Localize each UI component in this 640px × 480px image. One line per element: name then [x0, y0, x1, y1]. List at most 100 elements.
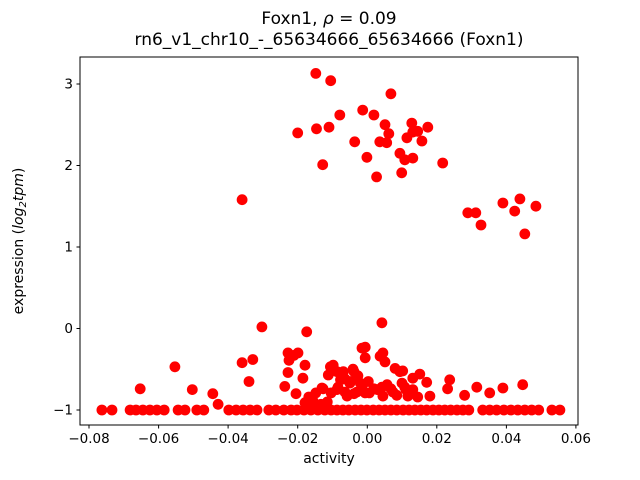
data-point	[412, 125, 424, 137]
data-point	[368, 109, 380, 121]
data-point	[179, 404, 191, 416]
data-point	[212, 398, 224, 410]
data-point	[345, 376, 356, 387]
data-point	[236, 194, 248, 206]
data-point	[371, 171, 382, 183]
data-point	[339, 386, 351, 398]
data-point	[322, 369, 334, 381]
data-point	[517, 379, 529, 391]
y-axis-label: expression (log2tpm)	[11, 168, 29, 315]
x-tick-label: 0.02	[422, 431, 452, 447]
data-point	[256, 321, 268, 333]
data-point	[379, 119, 391, 131]
data-point	[354, 377, 366, 389]
data-point	[470, 207, 482, 219]
data-point	[414, 368, 426, 380]
data-point	[301, 326, 313, 338]
x-tick-label: 0.00	[352, 431, 382, 447]
data-point	[251, 404, 263, 416]
data-point	[463, 404, 475, 416]
data-point	[444, 374, 456, 386]
data-point	[292, 127, 304, 139]
data-point	[497, 382, 509, 394]
data-point	[134, 383, 146, 395]
x-tick-label: −0.04	[207, 431, 248, 447]
data-point	[422, 121, 434, 133]
x-tick-label: 0.06	[561, 431, 591, 447]
data-point	[412, 391, 424, 403]
y-tick-label: 1	[64, 240, 73, 256]
data-point	[207, 388, 219, 400]
data-point	[377, 347, 389, 359]
data-point	[401, 132, 413, 144]
data-point	[347, 363, 359, 375]
data-point	[424, 390, 436, 402]
data-point	[158, 404, 170, 416]
data-point	[335, 374, 346, 386]
data-point	[325, 361, 336, 373]
data-point	[459, 389, 470, 401]
data-point	[169, 361, 181, 373]
data-point	[530, 200, 542, 212]
data-point	[497, 197, 509, 209]
data-point	[321, 396, 333, 408]
x-axis-label: activity	[303, 451, 355, 467]
x-tick-label: −0.08	[68, 431, 109, 447]
plot-frame	[79, 56, 579, 426]
data-point	[299, 359, 311, 371]
data-point	[316, 382, 328, 394]
data-point	[421, 376, 433, 388]
data-point	[396, 167, 408, 179]
data-point	[381, 379, 393, 391]
data-point	[400, 384, 412, 395]
data-point	[243, 376, 255, 387]
title-rho-value: = 0.09	[333, 9, 397, 29]
data-point	[290, 388, 302, 400]
data-point	[236, 357, 248, 369]
data-point	[310, 68, 322, 79]
plot-subtitle: rn6_v1_chr10_-_65634666_65634666 (Foxn1)	[134, 30, 524, 50]
data-point	[379, 356, 391, 368]
data-point	[376, 317, 388, 329]
data-point	[475, 219, 487, 231]
data-point	[514, 193, 526, 205]
data-point	[407, 152, 419, 164]
data-point	[337, 366, 349, 378]
data-point	[471, 381, 483, 393]
data-point	[406, 117, 418, 129]
x-tick-label: −0.06	[138, 431, 179, 447]
title-rho-symbol: ρ	[322, 9, 334, 29]
data-point	[546, 404, 558, 416]
data-point	[247, 354, 259, 365]
data-point	[325, 75, 337, 87]
y-axis-ticks: −1 0 1 2 3	[53, 77, 80, 419]
y-tick-label: −1	[53, 403, 73, 419]
data-point	[416, 135, 428, 147]
y-tick-label: 3	[64, 77, 73, 93]
data-point	[533, 404, 545, 416]
data-point	[282, 367, 294, 378]
data-point	[317, 159, 329, 171]
x-tick-label: 0.04	[491, 431, 521, 447]
data-point	[270, 404, 282, 416]
data-point	[356, 342, 368, 354]
data-point	[362, 376, 374, 387]
title-gene: Foxn1,	[261, 9, 323, 29]
data-point	[106, 404, 118, 416]
data-point	[349, 136, 361, 148]
data-point	[462, 207, 474, 219]
data-point	[484, 387, 496, 399]
y-tick-label: 0	[64, 321, 73, 337]
data-point	[186, 384, 198, 395]
data-point	[387, 386, 399, 398]
data-point	[383, 128, 395, 140]
data-point	[385, 88, 397, 100]
data-point	[283, 354, 295, 366]
data-point	[279, 381, 291, 392]
data-point	[442, 383, 453, 395]
data-point	[198, 404, 210, 416]
data-point	[311, 123, 322, 135]
data-point	[437, 157, 449, 169]
